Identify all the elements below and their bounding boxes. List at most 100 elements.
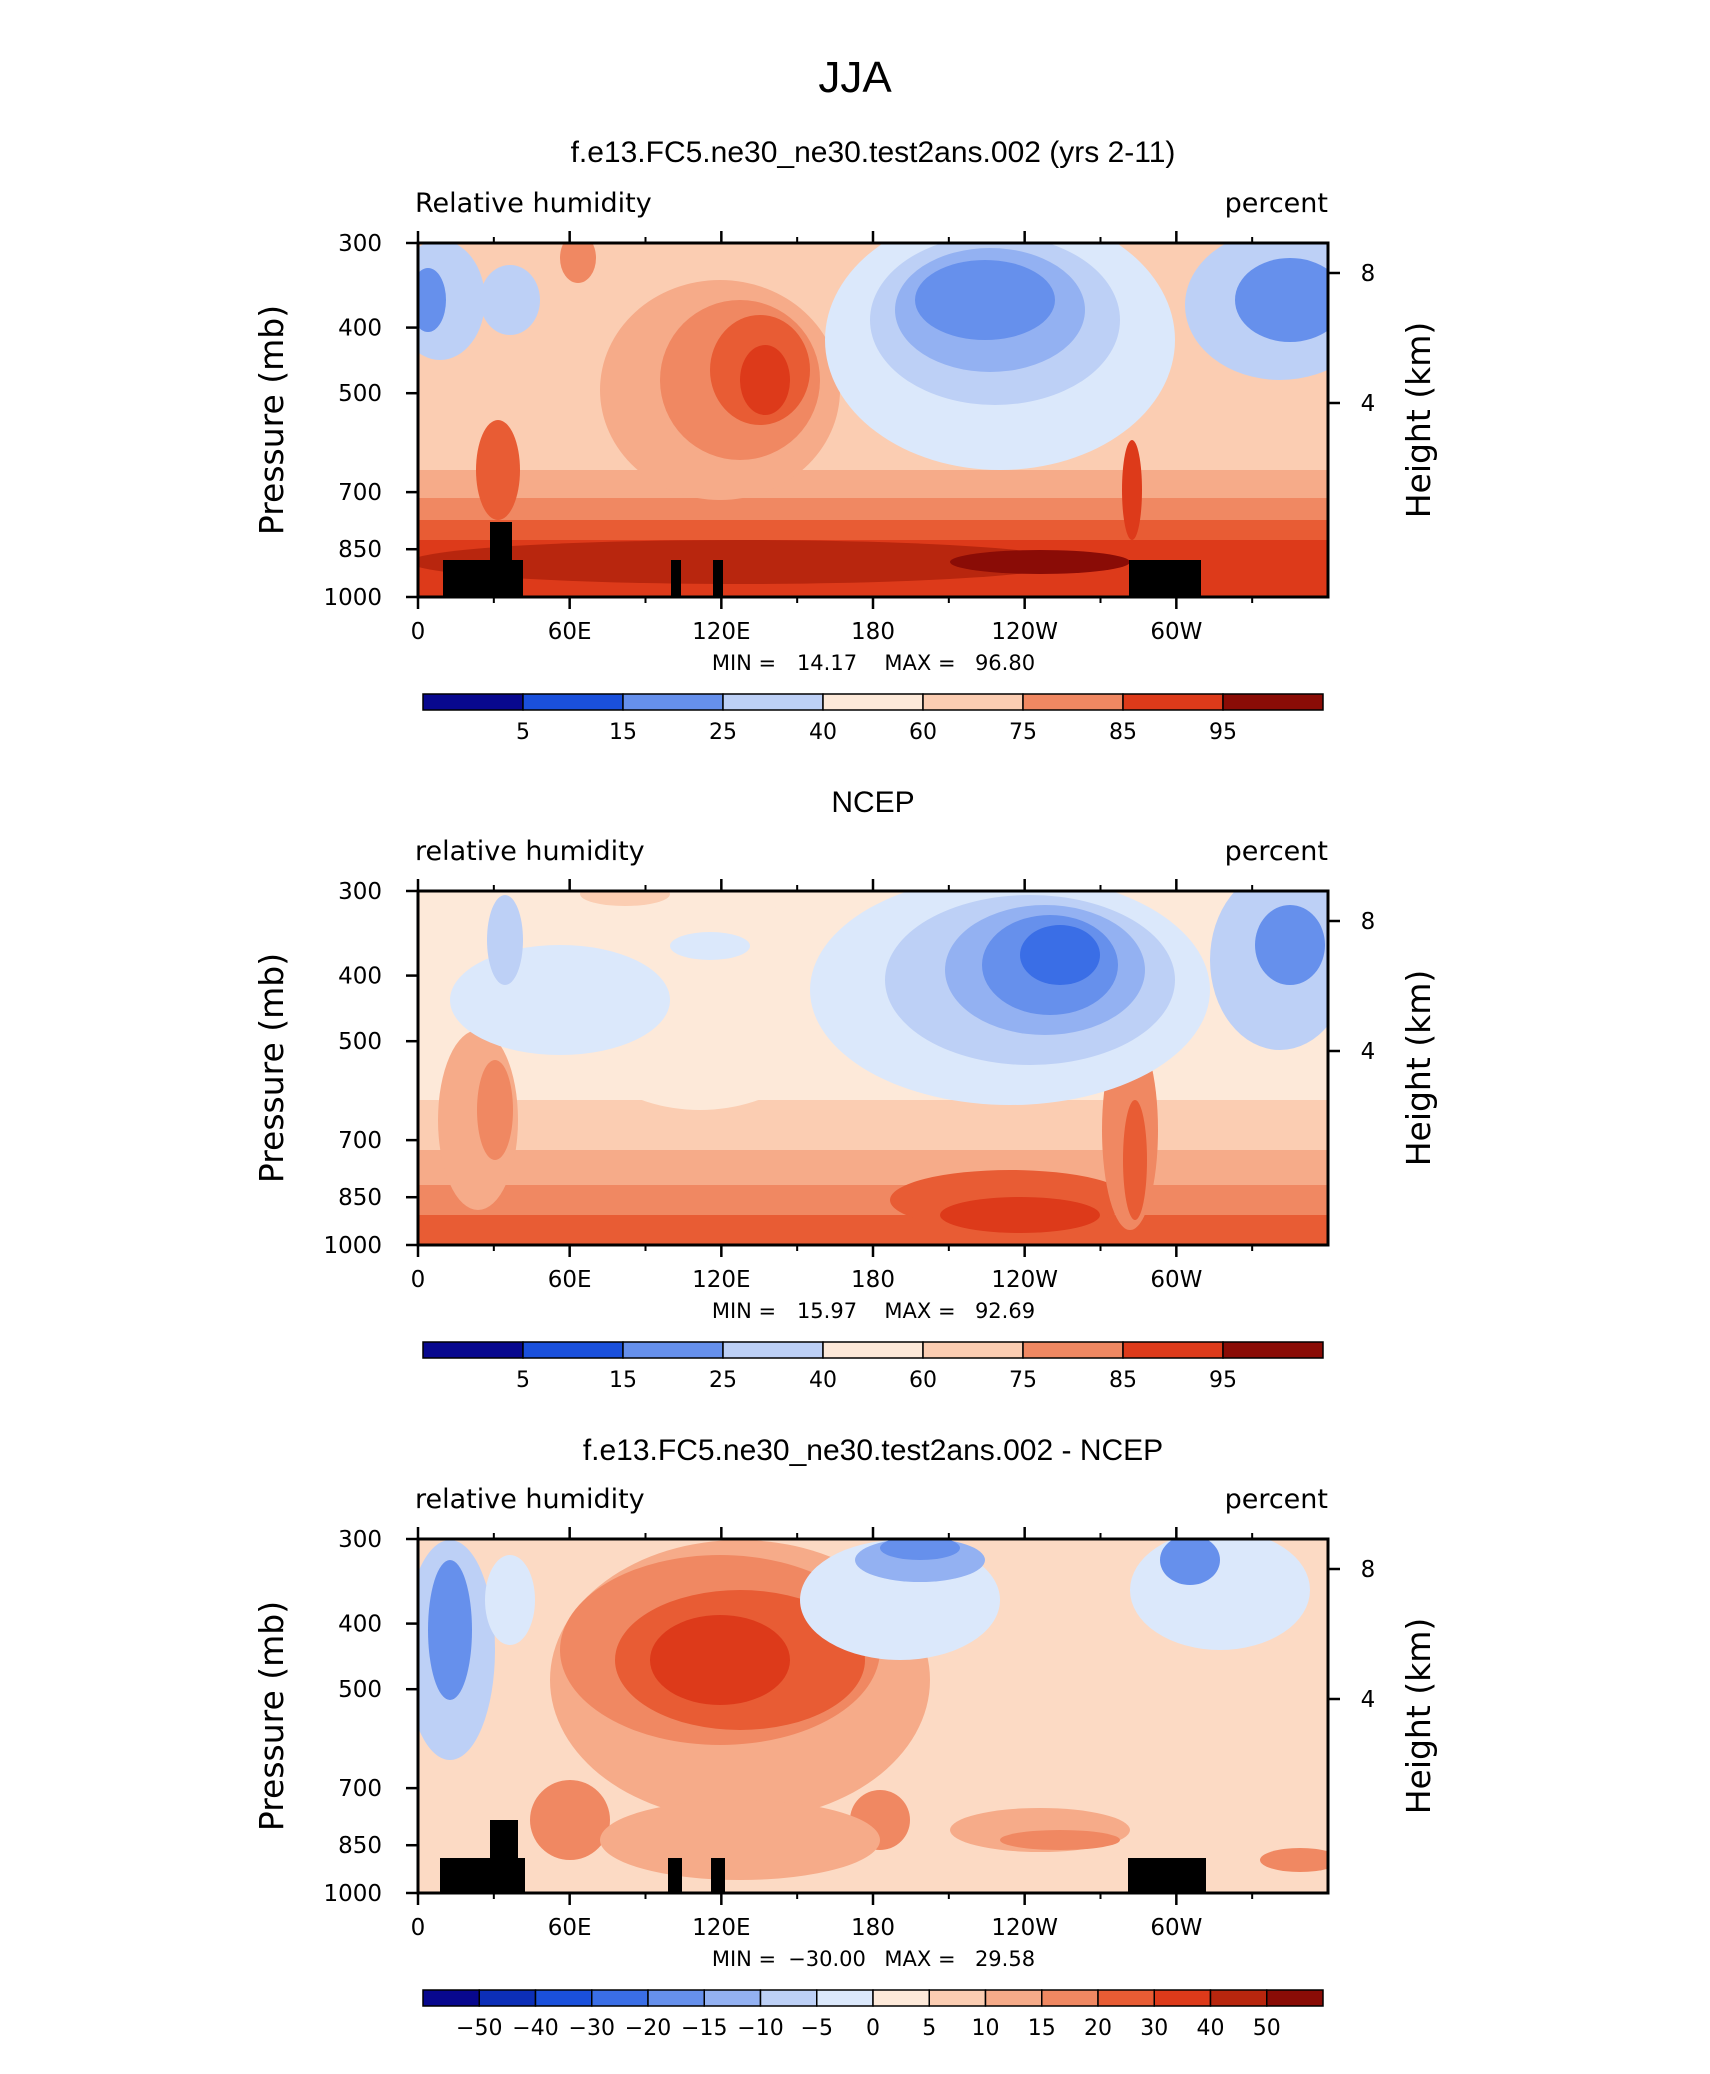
contour-band: [600, 1800, 880, 1880]
topography: [671, 560, 681, 597]
panel-title: f.e13.FC5.ne30_ne30.test2ans.002 - NCEP: [583, 1434, 1163, 1467]
contour-band: [580, 891, 670, 906]
left-label: relative humidity: [415, 1484, 645, 1515]
colorbar-swatch: [422, 1341, 524, 1359]
colorbar-swatch: [1266, 1989, 1324, 2007]
topography: [713, 560, 723, 597]
contour-band: [670, 932, 750, 960]
colorbar-label: 60: [909, 1368, 937, 1393]
left-label: relative humidity: [415, 836, 645, 867]
x-tick-label: 0: [411, 619, 426, 645]
x-tick-label: 60E: [548, 619, 592, 645]
min-label: MIN =: [712, 651, 776, 675]
colorbar-swatch: [422, 1989, 480, 2007]
x-tick-label: 120W: [991, 1915, 1058, 1941]
colorbar-swatch: [522, 693, 624, 711]
colorbar-swatch: [1097, 1989, 1155, 2007]
colorbar-label: 15: [609, 720, 637, 745]
y-tick-label: 300: [338, 231, 382, 257]
y-tick-label: 700: [338, 1128, 382, 1154]
panel-ncep: NCEP relative humidity percent: [252, 786, 1438, 1393]
colorbar-swatch: [722, 693, 824, 711]
x-tick-label: 180: [851, 1267, 895, 1293]
y-tick-label: 700: [338, 1776, 382, 1802]
contour-band: [1123, 1100, 1147, 1220]
contour-band: [1122, 440, 1142, 540]
colorbar-label: −40: [512, 2016, 558, 2041]
contour-band: [476, 420, 520, 520]
colorbar-swatch: [422, 693, 524, 711]
y-tick-label: 850: [338, 1185, 382, 1211]
panel-difference: f.e13.FC5.ne30_ne30.test2ans.002 - NCEP …: [252, 1434, 1438, 2041]
y-tick-label-right: 8: [1361, 909, 1376, 935]
contour-band: [740, 345, 790, 415]
colorbar-label: −15: [681, 2016, 727, 2041]
colorbar: 5 15 25 40 60 75 85 95: [422, 693, 1324, 745]
topography: [668, 1858, 682, 1893]
colorbar-swatch: [478, 1989, 537, 2007]
colorbar-label: 30: [1140, 2016, 1168, 2041]
panel-model: f.e13.FC5.ne30_ne30.test2ans.002 (yrs 2-…: [252, 136, 1438, 745]
y-axis-label-right: Height (km): [1399, 322, 1438, 519]
colorbar-label: −20: [625, 2016, 671, 2041]
x-tick-label: 120W: [991, 619, 1058, 645]
contour-field: [418, 891, 1328, 1245]
x-tick-label: 120W: [991, 1267, 1058, 1293]
y-tick-label: 1000: [323, 1881, 382, 1907]
y-axis-label: Pressure (mb): [252, 1601, 291, 1831]
contour-band: [418, 1215, 1328, 1245]
colorbar-label: 5: [922, 2016, 936, 2041]
y-tick-label-right: 8: [1361, 261, 1376, 287]
y-tick-label-right: 4: [1361, 1039, 1376, 1065]
colorbar-swatch: [522, 1341, 624, 1359]
colorbar-label: 5: [516, 1368, 530, 1393]
contour-band: [650, 1615, 790, 1705]
y-axis-label-right: Height (km): [1399, 970, 1438, 1167]
right-label: percent: [1225, 836, 1328, 867]
colorbar-swatch: [1222, 693, 1324, 711]
contour-band: [560, 243, 596, 283]
page-title: JJA: [818, 53, 892, 102]
contour-field: [418, 243, 1328, 597]
y-tick-label: 400: [338, 964, 382, 990]
colorbar-label: 95: [1209, 720, 1237, 745]
colorbar-label: 85: [1109, 1368, 1137, 1393]
colorbar-swatch: [822, 1341, 924, 1359]
x-tick-label: 120E: [692, 1267, 750, 1293]
max-value: 29.58: [975, 1947, 1035, 1971]
max-label: MAX =: [884, 651, 955, 675]
y-tick-label: 700: [338, 480, 382, 506]
axes: 0 60E 120E 180 120W 60W 300 400 500 700 850 1000 8 4: [323, 879, 1375, 1293]
contour-field: [418, 1539, 1328, 1893]
colorbar-label: 40: [809, 1368, 837, 1393]
y-tick-label: 500: [338, 1677, 382, 1703]
colorbar-label: 20: [1084, 2016, 1112, 2041]
y-tick-label: 850: [338, 537, 382, 563]
contour-band: [1260, 1848, 1328, 1872]
contour-band: [1130, 1539, 1310, 1650]
colorbar-swatch: [984, 1989, 1043, 2007]
colorbar-label: 75: [1009, 1368, 1037, 1393]
x-tick-label: 60W: [1150, 619, 1202, 645]
x-tick-label: 120E: [692, 619, 750, 645]
y-tick-label-right: 4: [1361, 1687, 1376, 1713]
colorbar-label: −10: [737, 2016, 783, 2041]
min-value: 14.17: [797, 651, 857, 675]
colorbar-swatch: [703, 1989, 762, 2007]
colorbar-label: 75: [1009, 720, 1037, 745]
topography: [490, 522, 512, 597]
y-axis-label: Pressure (mb): [252, 305, 291, 535]
contour-band: [418, 268, 446, 332]
y-axis-label: Pressure (mb): [252, 953, 291, 1183]
colorbar-label: −50: [456, 2016, 502, 2041]
colorbar-swatch: [1153, 1989, 1212, 2007]
contour-band: [560, 891, 840, 1110]
y-tick-label: 400: [338, 316, 382, 342]
contour-band: [485, 1555, 535, 1645]
contour-band: [487, 895, 523, 985]
colorbar-swatch: [1209, 1989, 1268, 2007]
colorbar-label: 5: [516, 720, 530, 745]
colorbar-swatch: [928, 1989, 987, 2007]
y-tick-label: 500: [338, 381, 382, 407]
y-tick-label: 300: [338, 1527, 382, 1553]
